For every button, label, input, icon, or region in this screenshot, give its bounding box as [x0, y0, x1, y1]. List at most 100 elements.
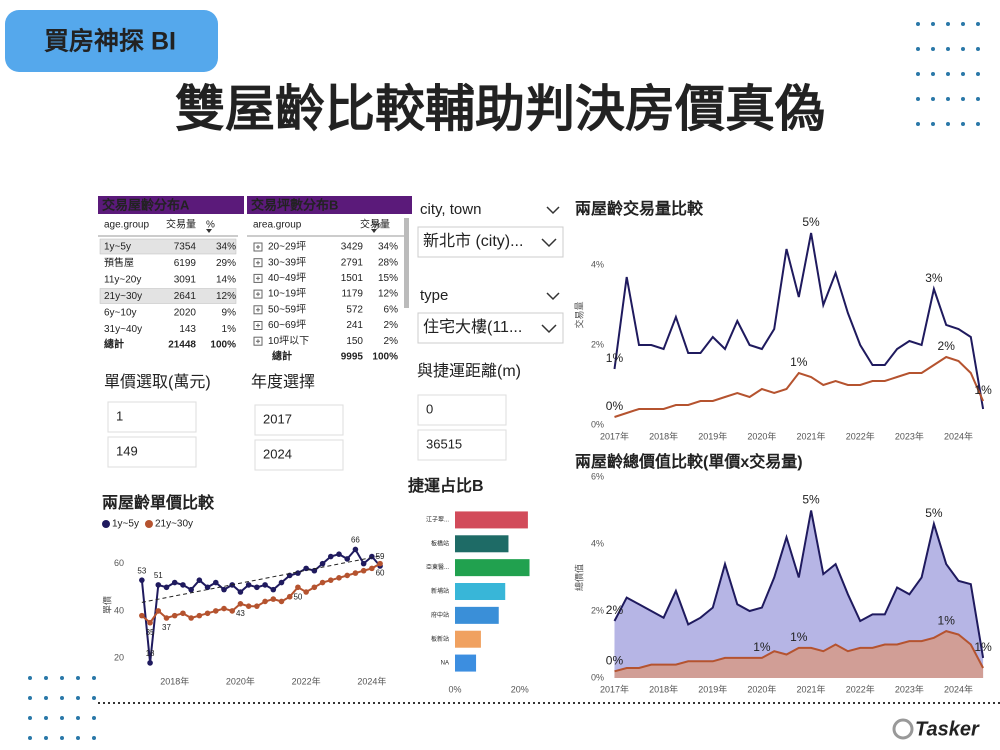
point: [139, 612, 145, 619]
dot: [931, 122, 935, 126]
point: [360, 567, 367, 574]
slicer-title: city, town: [420, 201, 481, 218]
y-tick-label: 4%: [591, 538, 604, 548]
cell: 6199: [174, 258, 197, 269]
point: [311, 567, 318, 574]
dot: [961, 47, 965, 51]
dot: [28, 696, 32, 700]
range-input[interactable]: [107, 436, 197, 468]
chart-title: 兩屋齡交易量比較: [575, 199, 704, 218]
line: [614, 355, 985, 418]
dot: [976, 122, 980, 126]
x-tick-label: 2020年: [747, 683, 776, 694]
y-axis-label: 交易量: [573, 301, 584, 328]
point: [311, 584, 318, 591]
cell: 150: [346, 336, 363, 347]
point: [196, 612, 203, 619]
data-label: 2%: [606, 603, 624, 617]
cell: 6%: [384, 304, 399, 315]
range-input[interactable]: [254, 439, 344, 471]
range-input[interactable]: [107, 401, 197, 433]
data-label: 5%: [802, 493, 820, 507]
cell: 31y~40y: [104, 324, 142, 335]
expand-icon: [253, 336, 263, 346]
dropdown[interactable]: [417, 312, 564, 344]
point: [245, 603, 252, 609]
cell: 1%: [222, 324, 237, 335]
chart-title: 兩屋齡總價值比較(單價x交易量): [575, 452, 803, 471]
data-label: 5%: [802, 215, 820, 229]
expand-plus: [256, 323, 260, 328]
dot: [28, 716, 32, 720]
total-cell: 9995: [341, 352, 364, 363]
bar: [455, 583, 506, 600]
table-title: 交易坪數分布B: [251, 197, 338, 212]
point: [221, 586, 227, 593]
chart-title: 兩屋齡單價比較: [102, 493, 215, 512]
y-tick-label: 60: [114, 558, 124, 568]
dot: [44, 736, 48, 740]
dropdown-value: 新北市 (city)...: [423, 232, 523, 250]
y-tick-label: 20: [114, 653, 124, 663]
y-tick-label: 40: [114, 605, 124, 615]
data-label: 1%: [753, 640, 771, 654]
category-label: 板新站: [431, 635, 449, 643]
column-header: %: [206, 220, 215, 231]
chart-title: 捷運占比B: [408, 476, 484, 495]
data-label: 53: [137, 566, 146, 575]
legend-marker: [144, 520, 153, 528]
x-tick-label: 2020年: [747, 430, 776, 441]
dot: [931, 47, 935, 51]
dropdown[interactable]: [417, 226, 564, 258]
x-tick-label: 2023年: [895, 683, 924, 694]
x-tick-label: 0%: [448, 684, 461, 694]
scrollbar: [404, 218, 409, 308]
range-input[interactable]: [417, 394, 507, 426]
point: [270, 596, 277, 602]
cell: 20~29坪: [268, 240, 306, 253]
point: [212, 608, 219, 614]
data-label: 18: [146, 649, 155, 658]
point: [180, 610, 186, 617]
dot: [946, 97, 950, 101]
expand-plus: [256, 260, 260, 265]
legend-marker: [102, 520, 110, 528]
category-label: 新埔站: [431, 587, 449, 595]
dot: [946, 47, 950, 51]
x-tick-label: 2024年: [944, 430, 973, 441]
cell: 2%: [384, 336, 399, 347]
data-label: 51: [154, 571, 163, 580]
point: [245, 582, 252, 588]
dot: [961, 97, 965, 101]
point: [336, 551, 342, 557]
x-tick-label: 2019年: [698, 430, 727, 441]
dot: [44, 676, 48, 680]
cell: 2641: [174, 291, 197, 302]
dot: [931, 97, 935, 101]
legend-label: 21y~30y: [155, 519, 193, 530]
badge-bg: [5, 10, 218, 72]
data-label: 1%: [974, 640, 992, 654]
dot: [92, 736, 96, 740]
data-label: 1%: [790, 630, 808, 644]
expand-plus: [256, 245, 260, 249]
column-header: area.group: [253, 220, 302, 231]
range-input[interactable]: [417, 429, 507, 461]
point: [237, 589, 244, 595]
dot: [60, 736, 64, 740]
point: [221, 605, 227, 612]
x-tick-label: 2021年: [797, 683, 826, 694]
cell: 2020: [174, 308, 197, 319]
cell: 10坪以下: [268, 334, 309, 347]
range-value: 2024: [263, 446, 292, 461]
data-label: 1%: [938, 613, 956, 627]
expand-icon: [253, 321, 263, 330]
x-tick-label: 2019年: [698, 683, 727, 694]
dot: [92, 696, 96, 700]
range-input[interactable]: [254, 404, 344, 436]
expand-icon: [253, 242, 263, 252]
point: [344, 572, 351, 579]
expand-plus: [256, 339, 260, 344]
decoration: [28, 22, 980, 740]
table-header-bg: [98, 196, 244, 214]
